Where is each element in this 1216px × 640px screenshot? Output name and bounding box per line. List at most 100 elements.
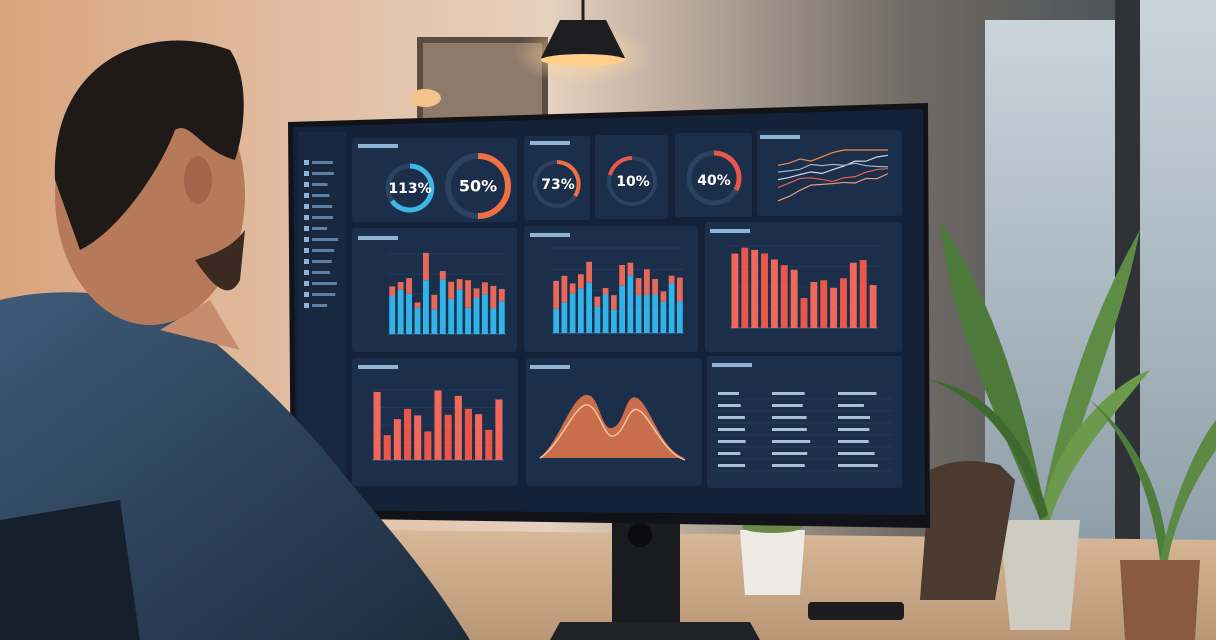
table-cell <box>718 428 745 431</box>
panel <box>707 356 902 488</box>
table-cell <box>718 452 741 455</box>
bar <box>652 294 659 333</box>
menu-line <box>312 183 328 186</box>
panel-header <box>530 141 570 145</box>
bar <box>498 288 505 302</box>
line-series <box>777 149 888 166</box>
bar <box>577 274 584 289</box>
menu-line <box>312 304 328 307</box>
monitor-base <box>550 622 760 640</box>
window-frame <box>1115 0 1140 640</box>
table-cell <box>772 392 805 395</box>
menu-line <box>312 205 333 208</box>
bar <box>761 253 768 328</box>
bar <box>741 247 749 328</box>
gauge-value: 113% <box>388 181 431 197</box>
gauge-arc <box>389 163 435 213</box>
menu-icon <box>304 193 309 198</box>
plant <box>930 220 1216 640</box>
bar <box>485 429 493 460</box>
panel-header <box>358 365 398 369</box>
lamp <box>541 20 625 58</box>
bar <box>619 285 626 333</box>
line-series <box>777 167 889 188</box>
bar <box>434 390 442 460</box>
menu-line <box>312 271 330 274</box>
bar <box>373 391 381 460</box>
table-cell <box>838 416 870 419</box>
line-series <box>777 154 889 181</box>
panel-header <box>712 363 752 367</box>
bar <box>481 282 488 295</box>
bar <box>454 395 462 460</box>
menu-line <box>312 161 333 164</box>
bar <box>422 280 429 334</box>
menu-line <box>312 260 332 263</box>
bar <box>389 296 396 334</box>
menu-icon <box>304 182 309 187</box>
dashboard: 113% 50% 73% 10% 40% <box>298 130 902 507</box>
menu-icon <box>304 160 309 165</box>
bar <box>731 253 739 328</box>
bar <box>602 287 609 295</box>
bar <box>830 287 838 328</box>
menu-line <box>312 172 334 175</box>
bar <box>594 296 601 307</box>
bar <box>676 277 683 302</box>
table-cell <box>718 416 745 419</box>
bar <box>383 435 391 460</box>
gauge-value: 40% <box>697 173 731 189</box>
lamp-light <box>541 54 625 66</box>
table-cell <box>772 428 807 431</box>
table-cell <box>838 452 875 455</box>
table-cell <box>718 404 741 407</box>
table-cell <box>838 392 877 395</box>
bar <box>849 262 857 328</box>
bar <box>840 278 847 328</box>
bar <box>406 278 413 294</box>
area-line <box>539 404 686 461</box>
panel-header <box>530 233 570 237</box>
bar <box>627 262 634 276</box>
bar <box>498 301 505 334</box>
bar <box>635 294 642 333</box>
panel-header <box>710 229 750 233</box>
bar <box>561 302 568 333</box>
bar <box>668 283 675 333</box>
stand-hole <box>628 523 652 547</box>
menu-line <box>312 249 335 252</box>
bar <box>473 288 480 298</box>
bar <box>810 282 818 328</box>
bar <box>490 308 497 334</box>
menu-icon <box>304 226 309 231</box>
bar <box>448 281 455 299</box>
lamp-small <box>409 89 441 107</box>
bar <box>431 294 438 310</box>
gauge-arc <box>556 160 581 198</box>
bar <box>586 261 593 283</box>
bar <box>414 415 422 460</box>
table-cell <box>718 464 746 467</box>
bar <box>859 260 867 328</box>
bar <box>481 294 488 334</box>
bar <box>676 301 683 333</box>
bar <box>610 309 617 333</box>
menu-line <box>312 216 334 219</box>
table-cell <box>718 392 740 395</box>
bar <box>414 307 421 334</box>
gauge-value: 50% <box>459 177 497 196</box>
line-series <box>777 162 889 173</box>
bar <box>473 297 480 334</box>
menu-icon <box>304 270 309 275</box>
bar <box>439 279 446 334</box>
area-shape <box>540 394 685 458</box>
bar <box>610 295 617 310</box>
panel-header <box>358 144 398 148</box>
menu-line <box>312 227 328 230</box>
table-cell <box>838 464 878 467</box>
line-series <box>777 173 889 202</box>
bar <box>431 309 438 334</box>
chair <box>920 461 1015 600</box>
bar <box>465 280 472 308</box>
table-cell <box>772 440 811 443</box>
